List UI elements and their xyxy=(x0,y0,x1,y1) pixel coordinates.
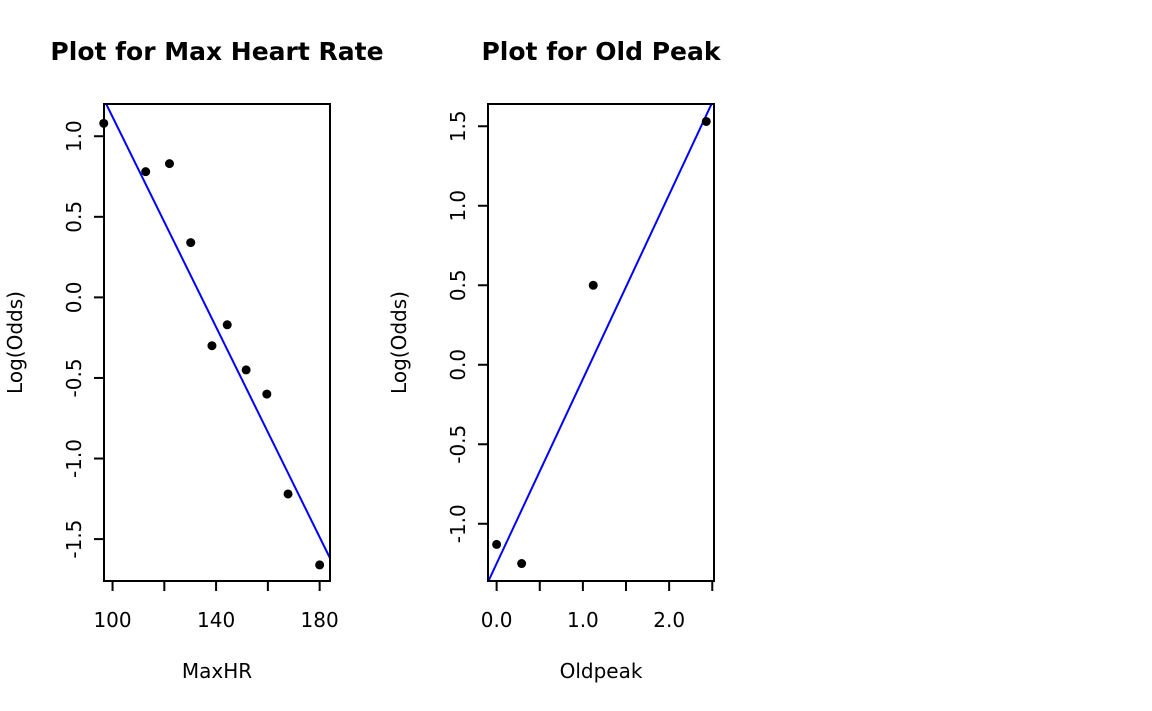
data-point xyxy=(315,560,325,570)
data-point xyxy=(164,159,174,169)
data-point xyxy=(222,320,232,330)
y-tick-label: -0.5 xyxy=(62,358,86,397)
y-tick-label: 0.5 xyxy=(62,201,86,233)
x-tick-label: 0.0 xyxy=(481,608,513,632)
data-point xyxy=(186,238,196,248)
panel-old-peak: Plot for Old Peak Oldpeak Log(Odds) 0.0 1… xyxy=(387,37,722,683)
data-point xyxy=(262,389,272,399)
y-tick-label: 1.0 xyxy=(446,190,470,222)
y-tick-label: -1.0 xyxy=(446,504,470,543)
x-tick-label: 2.0 xyxy=(653,608,685,632)
x-axis-label: MaxHR xyxy=(182,659,252,683)
plot-frame xyxy=(487,103,715,582)
y-axis-label: Log(Odds) xyxy=(387,291,411,394)
y-tick-label: -0.5 xyxy=(446,425,470,464)
data-point xyxy=(701,116,711,126)
chart-title: Plot for Old Peak xyxy=(481,37,721,66)
data-point xyxy=(241,365,251,375)
x-tick-label: 1.0 xyxy=(567,608,599,632)
y-tick-label: 0.0 xyxy=(62,281,86,313)
fit-line xyxy=(488,104,713,581)
plot-frame xyxy=(103,103,331,582)
y-tick-label: 1.5 xyxy=(446,110,470,142)
y-tick-label: 0.5 xyxy=(446,269,470,301)
y-tick-label: -1.5 xyxy=(62,520,86,559)
y-tick-label: 0.0 xyxy=(446,349,470,381)
fit-line xyxy=(105,104,330,559)
y-tick-label: 1.0 xyxy=(62,120,86,152)
data-point xyxy=(207,341,217,351)
x-tick-label: 180 xyxy=(301,608,339,632)
data-point xyxy=(283,489,293,499)
y-axis-label: Log(Odds) xyxy=(3,291,27,394)
y-tick-label: -1.0 xyxy=(62,439,86,478)
x-tick-label: 100 xyxy=(93,608,131,632)
chart-title: Plot for Max Heart Rate xyxy=(50,37,383,66)
data-point xyxy=(141,167,151,177)
x-axis-label: Oldpeak xyxy=(560,659,643,683)
panel-max-heart-rate: Plot for Max Heart Rate MaxHR Log(Odds) … xyxy=(3,37,384,683)
data-point xyxy=(517,559,527,569)
data-point xyxy=(492,539,502,549)
data-point xyxy=(588,280,598,290)
x-tick-label: 140 xyxy=(197,608,235,632)
